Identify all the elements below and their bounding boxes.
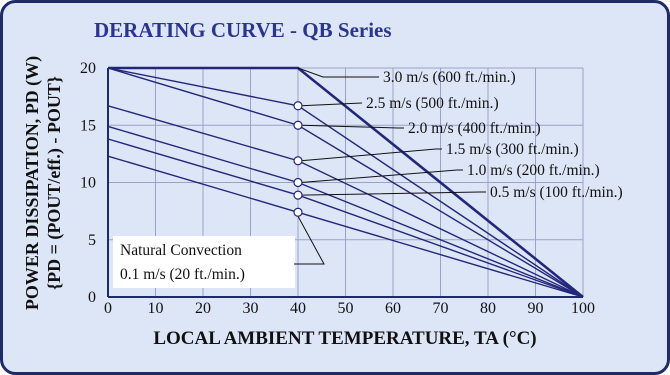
series-label-5: 0.5 m/s (100 ft./min.) bbox=[490, 184, 623, 201]
y-tick-label-0: 0 bbox=[88, 289, 96, 306]
x-tick-label-5: 50 bbox=[338, 300, 354, 317]
leader-line-5 bbox=[300, 191, 486, 196]
curve-marker-4 bbox=[293, 177, 303, 188]
curve-marker-5 bbox=[293, 190, 303, 200]
x-tick-label-10: 100 bbox=[571, 300, 595, 317]
curve-marker-6 bbox=[293, 207, 303, 217]
x-tick-label-6: 60 bbox=[385, 300, 401, 317]
annotation-line-2: 0.1 m/s (20 ft./min.) bbox=[120, 266, 245, 283]
x-tick-label-7: 70 bbox=[433, 300, 449, 317]
annotation-line-1: Natural Convection bbox=[120, 242, 242, 259]
leader-line-1 bbox=[300, 102, 363, 107]
series-label-1: 2.5 m/s (500 ft./min.) bbox=[366, 95, 499, 112]
x-tick-label-3: 30 bbox=[243, 300, 259, 317]
curve-marker-1 bbox=[293, 101, 303, 111]
series-label-0: 3.0 m/s (600 ft./min.) bbox=[383, 69, 516, 86]
x-axis-label: LOCAL AMBIENT TEMPERATURE, TA (°C) bbox=[153, 328, 536, 349]
curve-marker-3 bbox=[293, 156, 303, 166]
curve-marker-2 bbox=[293, 120, 303, 130]
leader-line-2 bbox=[300, 124, 404, 129]
series-labels: 3.0 m/s (600 ft./min.) 2.5 m/s (500 ft./m… bbox=[366, 69, 623, 201]
x-tick-label-9: 90 bbox=[528, 300, 544, 317]
series-label-4: 1.0 m/s (200 ft./min.) bbox=[467, 162, 600, 179]
series-label-2: 2.0 m/s (400 ft./min.) bbox=[408, 120, 541, 137]
annotation-box bbox=[113, 236, 295, 288]
x-tick-label-0: 0 bbox=[104, 300, 112, 317]
y-tick-label-1: 5 bbox=[88, 232, 96, 249]
leader-line-0 bbox=[297, 67, 379, 78]
natural-convection-annotation: Natural Convection 0.1 m/s (20 ft./min.) bbox=[113, 207, 325, 288]
y-axis-label-line1: POWER DISSIPATION, PD (W) bbox=[22, 56, 43, 310]
curve-markers bbox=[293, 101, 303, 200]
y-tick-label-3: 15 bbox=[80, 117, 96, 134]
chart-title: DERATING CURVE - QB Series bbox=[94, 18, 392, 42]
y-tick-label-2: 10 bbox=[80, 175, 96, 192]
leader-lines bbox=[297, 67, 486, 196]
grid-lines bbox=[108, 67, 584, 297]
series-label-3: 1.5 m/s (300 ft./min.) bbox=[446, 141, 579, 158]
x-tick-label-4: 40 bbox=[290, 300, 306, 317]
y-tick-label-4: 20 bbox=[80, 60, 96, 77]
tick-labels: 0 10 20 30 40 50 60 70 80 90 100 0 5 10 15 20 bbox=[80, 60, 595, 317]
x-tick-label-1: 10 bbox=[148, 300, 164, 317]
x-tick-label-2: 20 bbox=[195, 300, 211, 317]
y-axis-label-line2: {PD = (POUT/eff.) - POUT} bbox=[44, 76, 65, 290]
leader-line-3 bbox=[300, 148, 442, 162]
leader-line-4 bbox=[300, 169, 463, 183]
annotation-leader bbox=[294, 216, 325, 265]
x-tick-label-8: 80 bbox=[480, 300, 496, 317]
